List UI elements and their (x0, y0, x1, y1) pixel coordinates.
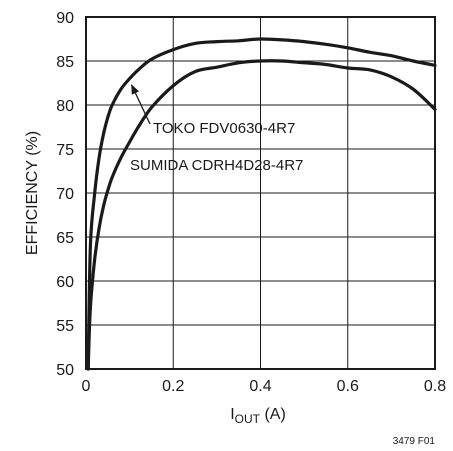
y-tick-label: 70 (56, 186, 74, 203)
x-tick-label: 0.2 (162, 378, 184, 395)
sumida-series-label: SUMIDA CDRH4D28-4R7 (130, 157, 303, 174)
data-series (86, 37, 437, 371)
y-tick-label: 80 (56, 98, 74, 115)
x-tick-label: 0.4 (249, 378, 271, 395)
toko-arrow (131, 84, 151, 125)
x-axis-label-main: I (230, 406, 234, 423)
x-axis-label-subscript: OUT (235, 412, 261, 426)
y-tick-label: 75 (56, 142, 74, 159)
sumida-efficiency-curve (86, 59, 437, 371)
y-tick-label: 85 (56, 54, 74, 71)
plot-frame (85, 16, 436, 370)
x-tick-label: 0.8 (424, 378, 446, 395)
y-tick-label: 55 (56, 318, 74, 335)
toko-series-label: TOKO FDV0630-4R7 (153, 120, 295, 137)
x-axis-label-unit: (A) (260, 406, 286, 423)
x-tick-labels: 0 0.2 0.4 0.6 0.8 (82, 378, 447, 395)
figure-id: 3479 F01 (393, 436, 436, 447)
grid-lines (86, 17, 435, 369)
x-tick-label: 0.6 (337, 378, 359, 395)
x-axis-label: IOUT (A) (230, 406, 286, 426)
toko-efficiency-curve (86, 37, 437, 371)
y-tick-label: 50 (56, 362, 74, 379)
y-tick-labels: 50 55 60 65 70 75 80 85 90 (56, 10, 74, 379)
y-tick-label: 90 (56, 10, 74, 27)
y-axis-label: EFFICIENCY (%) (24, 131, 41, 255)
y-tick-label: 60 (56, 274, 74, 291)
x-tick-label: 0 (82, 378, 91, 395)
y-tick-label: 65 (56, 230, 74, 247)
